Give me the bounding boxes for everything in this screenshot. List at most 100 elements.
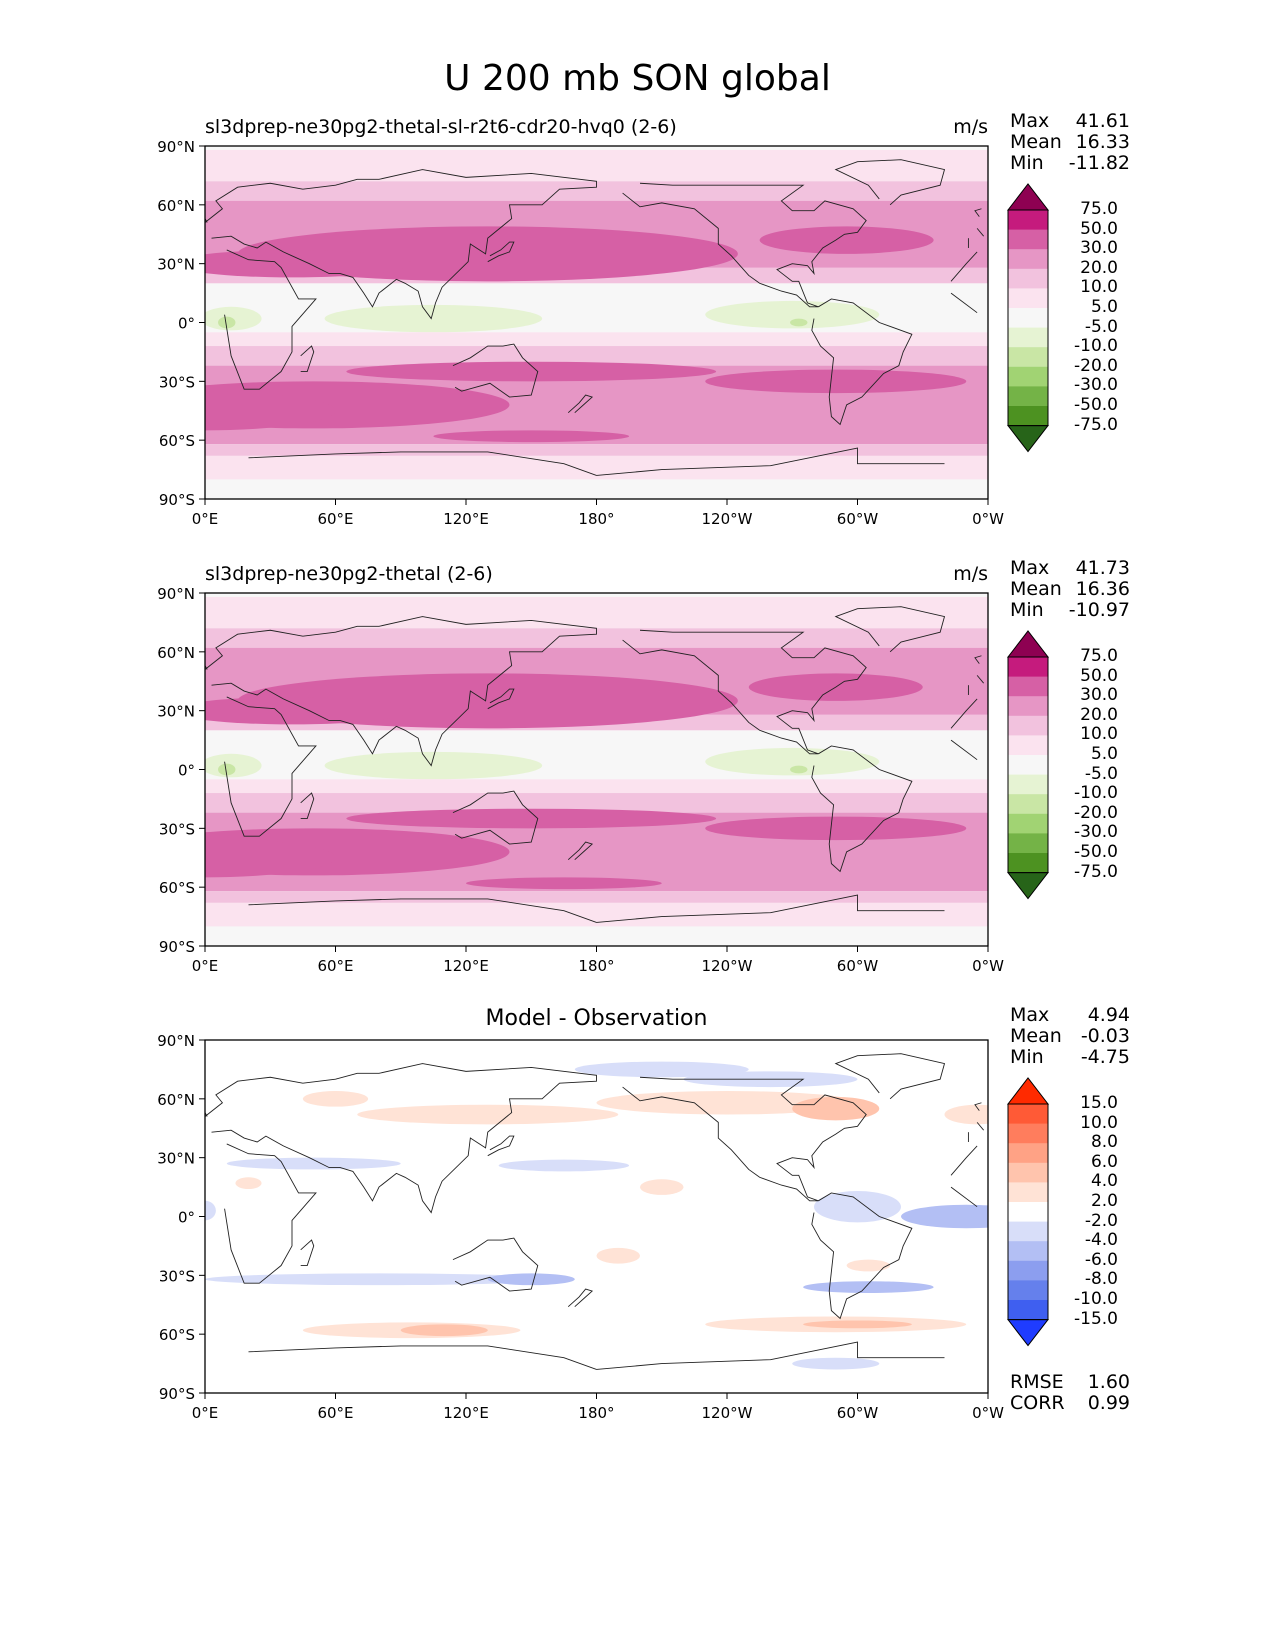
colorbar-segment [1008, 1182, 1048, 1203]
colorbar-tick-label-text: -15.0 [1074, 1308, 1118, 1329]
lat-tick-label: 30°N [157, 1150, 195, 1168]
lat-tick-label: 30°N [157, 256, 195, 274]
stat-name: Max [1010, 557, 1050, 579]
stat-name: Mean [1010, 578, 1062, 600]
colorbar-segment [1008, 1202, 1048, 1223]
easterly-america [705, 747, 880, 776]
colorbar-tick-label-text: -75.0 [1074, 861, 1118, 882]
field-band [205, 444, 988, 456]
colorbar-segment [1008, 1241, 1048, 1262]
coastline-madagascar [300, 792, 315, 819]
field-band [205, 332, 988, 347]
lat-tick-label: 30°S [159, 373, 195, 391]
coastlines [205, 159, 984, 476]
lat-tick-label: 30°S [159, 1267, 195, 1285]
lon-tick-label: 60°E [317, 510, 353, 528]
lon-tick-label: 60°E [317, 957, 353, 975]
lat-tick-label: 30°N [157, 703, 195, 721]
contour-field [205, 146, 988, 499]
colorbar-segment [1008, 327, 1048, 348]
lon-tick-label: 120°W [702, 957, 753, 975]
colorbar-segment [1008, 406, 1048, 427]
coastline-antarctica [248, 898, 597, 923]
colorbar-segment [1008, 347, 1048, 368]
jet-core-south-atlantic [205, 391, 336, 431]
lat-tick-label: 60°S [159, 879, 195, 897]
colorbar-tick-label-text: -75.0 [1074, 414, 1118, 435]
colorbar [1006, 1077, 1050, 1347]
field-band [205, 149, 988, 182]
lon-tick-label: 120°E [443, 510, 489, 528]
colorbar-tick-label-text: -10.0 [1074, 1289, 1118, 1309]
coastline-africa [950, 292, 978, 314]
colorbar-extend-bottom [1006, 1319, 1050, 1347]
anomaly-contour [640, 1179, 684, 1195]
jet-core-africa [205, 696, 412, 725]
units-label: m/s [953, 563, 988, 585]
coastline-australia [452, 790, 539, 845]
coastline-nz [567, 394, 594, 414]
jet-core-america [759, 226, 934, 254]
lon-tick-label: 180° [578, 1404, 614, 1422]
stat-value: -4.75 [1080, 1046, 1130, 1068]
coastline-greenland [834, 159, 946, 206]
stat-value: -10.97 [1068, 599, 1130, 621]
lat-tick-label: 90°N [157, 138, 195, 156]
colorbar-tick-label-text: 8.0 [1090, 1132, 1118, 1153]
anomaly-contour [792, 1357, 880, 1370]
colorbar-tick-label-text: 75.0 [1080, 199, 1118, 219]
colorbar-segment [1008, 774, 1048, 795]
colorbar-segment [1008, 1162, 1048, 1183]
lon-tick-label: 120°W [702, 1404, 753, 1422]
colorbar-tick-label-text: -50.0 [1074, 842, 1118, 862]
lat-tick-label: 90°N [157, 1032, 195, 1050]
panel-title: sl3dprep-ne30pg2-thetal-sl-r2t6-cdr20-hv… [205, 116, 677, 138]
colorbar-segment [1008, 366, 1048, 387]
colorbar-segment [1008, 229, 1048, 250]
colorbar-tick-label-text: -20.0 [1074, 802, 1118, 823]
coastline-africa [224, 696, 317, 837]
lat-tick-label: 90°S [159, 938, 195, 956]
lon-tick-label: 0°W [972, 1404, 1004, 1422]
colorbar-tick-label-text: 2.0 [1090, 1191, 1118, 1211]
diff-panel-title: Model - Observation [485, 1006, 708, 1031]
colorbar-tick-label-text: 30.0 [1080, 238, 1118, 259]
coastline-namerica [622, 182, 867, 308]
easterly-core [218, 316, 236, 329]
coastline-namerica [622, 629, 867, 755]
colorbar-tick-label-text: -30.0 [1074, 375, 1118, 396]
stat-name: Max [1010, 110, 1050, 132]
coastline-eurasia [976, 675, 984, 684]
stat-name: CORR [1010, 1392, 1065, 1414]
coastline-japan [487, 1135, 515, 1157]
coastline-nz [567, 1288, 594, 1308]
colorbar-frame [1007, 1103, 1049, 1321]
colorbar-segment [1008, 1143, 1048, 1164]
anomaly-contour [205, 1200, 216, 1221]
stat-value: 41.61 [1075, 110, 1130, 132]
coastline-madagascar [300, 345, 315, 372]
colorbar-segment [1008, 1260, 1048, 1281]
anomaly-contour [574, 1061, 749, 1078]
anomaly-contour [487, 1273, 575, 1286]
stat-name: Mean [1010, 131, 1062, 153]
colorbar-tick-label-text: -10.0 [1074, 783, 1118, 804]
colorbar-tick-label-text: -8.0 [1084, 1269, 1118, 1290]
jet-core-africa [205, 249, 412, 278]
coastline-antarctica [596, 894, 945, 923]
coastline-antarctica [596, 1341, 945, 1370]
anomaly-contour [814, 1191, 901, 1223]
coastline-japan [487, 688, 515, 710]
anomaly-contour [302, 1090, 369, 1107]
colorbar-segment [1008, 676, 1048, 697]
coastline-eurasia [976, 228, 984, 237]
coastline-antarctica [596, 447, 945, 476]
contour-field [205, 593, 988, 946]
lon-tick-label: 120°W [702, 510, 753, 528]
colorbar-tick-label-text: 5.0 [1090, 744, 1118, 764]
easterly-core [218, 763, 236, 776]
easterly-core [790, 318, 808, 327]
field-band [205, 346, 988, 366]
anomaly-contour [400, 1324, 488, 1337]
colorbar-segment [1008, 210, 1048, 231]
